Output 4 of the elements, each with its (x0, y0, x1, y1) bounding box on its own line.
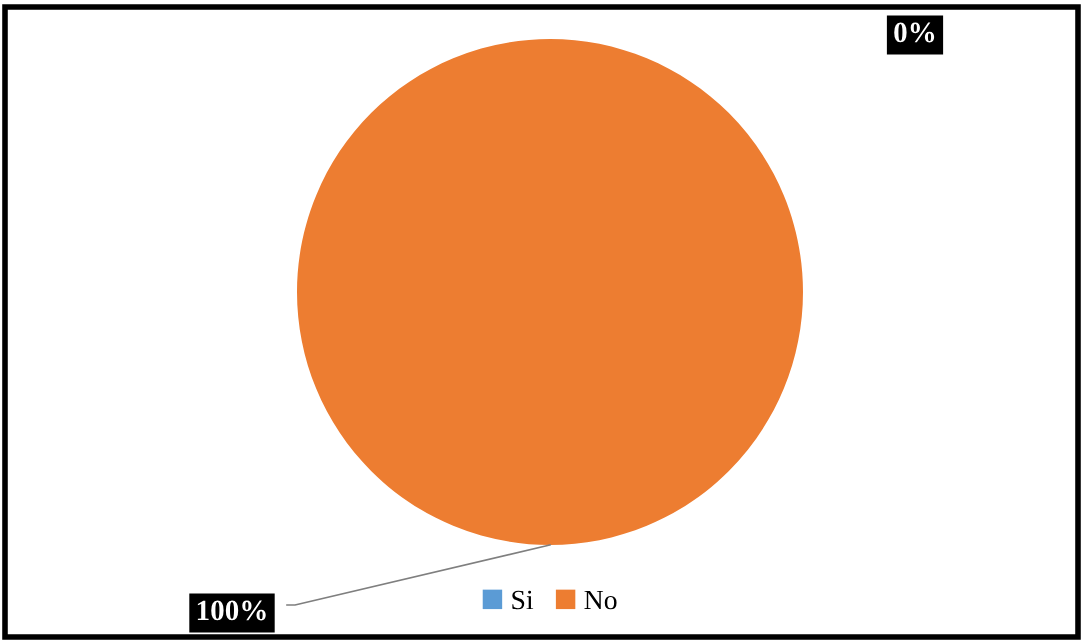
text: 0% (894, 22, 935, 43)
data-label: 100% (197, 600, 266, 621)
legend-label: Si (512, 590, 534, 610)
legend-label: No (584, 590, 617, 610)
